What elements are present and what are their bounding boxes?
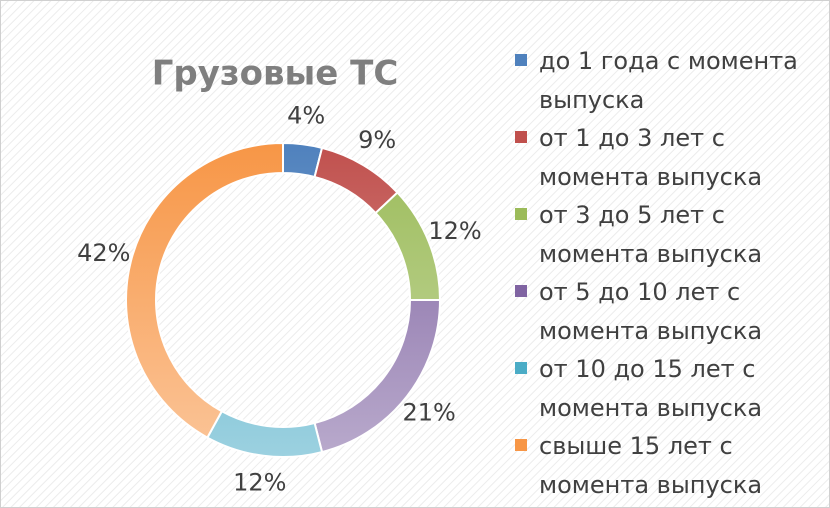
legend-label: свыше 15 лет с момента выпуска <box>539 432 763 499</box>
data-label: 4% <box>287 101 325 129</box>
legend-item: от 5 до 10 лет с момента выпуска <box>515 273 815 350</box>
legend-item: от 10 до 15 лет с момента выпуска <box>515 350 815 427</box>
donut-slice <box>125 141 284 439</box>
legend-swatch <box>515 439 527 451</box>
legend: до 1 года с момента выпуска от 1 до 3 лет… <box>515 42 815 504</box>
chart-title: Грузовые ТС <box>152 54 399 94</box>
data-label: 21% <box>403 398 456 426</box>
legend-swatch <box>515 285 527 297</box>
legend-label: от 3 до 5 лет с момента выпуска <box>539 201 763 268</box>
data-label: 12% <box>233 469 286 497</box>
legend-swatch <box>515 208 527 220</box>
legend-label: от 10 до 15 лет с момента выпуска <box>539 355 763 422</box>
legend-label: до 1 года с момента выпуска <box>539 47 798 114</box>
data-label: 9% <box>358 126 396 154</box>
data-label: 42% <box>77 239 130 267</box>
legend-swatch <box>515 54 527 66</box>
legend-swatch <box>515 131 527 143</box>
legend-label: от 1 до 3 лет с момента выпуска <box>539 124 763 191</box>
legend-swatch <box>515 362 527 374</box>
legend-label: от 5 до 10 лет с момента выпуска <box>539 278 763 345</box>
data-label: 12% <box>428 217 481 245</box>
legend-item: до 1 года с момента выпуска <box>515 42 815 119</box>
legend-item: от 3 до 5 лет с момента выпуска <box>515 196 815 273</box>
legend-item: свыше 15 лет с момента выпуска <box>515 427 815 504</box>
legend-item: от 1 до 3 лет с момента выпуска <box>515 119 815 196</box>
